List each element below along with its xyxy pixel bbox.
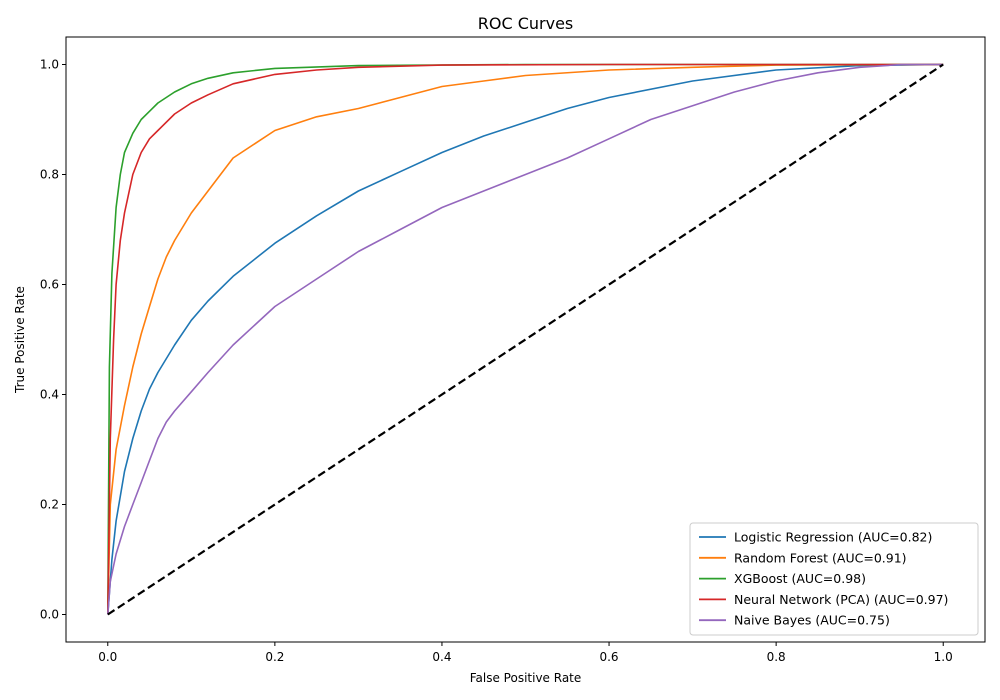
x-tick-label: 1.0 bbox=[934, 650, 953, 664]
x-tick-label: 0.8 bbox=[767, 650, 786, 664]
chart-title: ROC Curves bbox=[478, 14, 574, 33]
legend-label: Naive Bayes (AUC=0.75) bbox=[734, 613, 890, 628]
series-line-diagonal-reference bbox=[107, 63, 944, 616]
legend-label: Random Forest (AUC=0.91) bbox=[734, 550, 907, 565]
series-line-xgboost-auc-0-98 bbox=[107, 63, 944, 615]
y-axis-ticks: 0.0 0.2 0.4 0.6 0.8 1.0 bbox=[40, 58, 66, 622]
x-tick-label: 0.6 bbox=[599, 650, 618, 664]
series-line-neural-network-pca-auc-0-97 bbox=[107, 63, 944, 615]
legend-label: XGBoost (AUC=0.98) bbox=[734, 571, 866, 586]
legend-box bbox=[689, 522, 979, 636]
y-tick-label: 0.4 bbox=[40, 388, 59, 402]
y-tick-label: 0.0 bbox=[40, 608, 59, 622]
series-line-random-forest-auc-0-91 bbox=[107, 63, 944, 615]
y-axis-label: True Positive Rate bbox=[13, 286, 27, 394]
series-line-naive-bayes-auc-0-75 bbox=[107, 63, 944, 615]
series-lines bbox=[107, 63, 944, 616]
x-tick-label: 0.4 bbox=[432, 650, 451, 664]
y-tick-label: 0.8 bbox=[40, 168, 59, 182]
x-tick-label: 0.0 bbox=[98, 650, 117, 664]
x-axis-ticks: 0.0 0.2 0.4 0.6 0.8 1.0 bbox=[98, 642, 953, 664]
x-tick-label: 0.2 bbox=[265, 650, 284, 664]
legend-label: Neural Network (PCA) (AUC=0.97) bbox=[734, 592, 948, 607]
legend-label: Logistic Regression (AUC=0.82) bbox=[734, 530, 932, 545]
y-tick-label: 1.0 bbox=[40, 58, 59, 72]
legend: Logistic Regression (AUC=0.82) Random For… bbox=[689, 522, 979, 636]
y-tick-label: 0.2 bbox=[40, 498, 59, 512]
series-line-logistic-regression-auc-0-82 bbox=[107, 63, 944, 615]
x-axis-label: False Positive Rate bbox=[470, 671, 582, 685]
plot-frame bbox=[65, 36, 986, 643]
y-tick-label: 0.6 bbox=[40, 278, 59, 292]
